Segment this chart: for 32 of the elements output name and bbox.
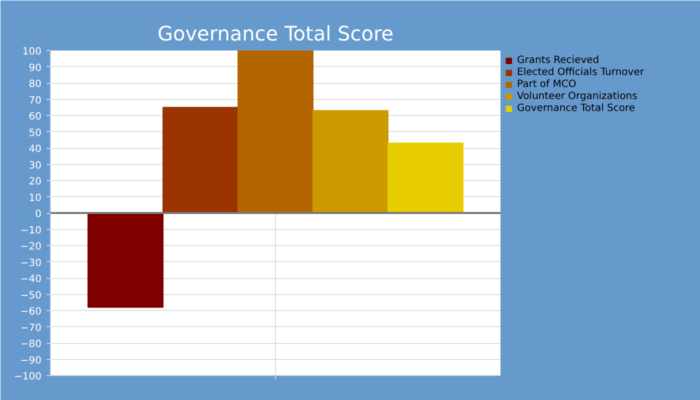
y-tick-label: 90 [28,62,42,74]
legend-label: Part of MCO [517,79,578,90]
y-tick-label: −100 [14,372,42,382]
y-tick-label: 60 [28,112,42,122]
y-tick-label: −20 [20,242,42,252]
y-tick-label: 0 [35,209,42,220]
y-tick-label: 80 [28,79,42,90]
y-tick-label: −10 [20,225,42,236]
legend-label: Grants Recieved [517,55,600,66]
chart-title: Governance Total Score [157,22,394,46]
bar [312,110,388,214]
y-tick-label: 20 [28,176,42,188]
y-tick-label: −80 [20,339,42,350]
legend-label: Volunteer Organizations [517,91,638,102]
y-tick-label: 40 [28,144,42,155]
bar [387,142,464,214]
y-tick-label: 10 [28,192,42,204]
y-tick-label: −50 [20,290,42,302]
legend-label: Elected Officials Turnover [517,67,645,78]
y-tick-label: −30 [20,258,42,269]
bar [88,212,164,308]
legend-label: Governance Total Score [517,103,636,114]
y-tick-label: −40 [20,274,42,285]
y-tick-label: 30 [28,160,42,172]
bar [162,106,238,214]
y-tick-label: 70 [28,95,42,106]
y-tick-label: −70 [20,322,42,334]
bar [238,50,314,214]
y-tick-label: −90 [20,355,42,366]
y-tick-label: −60 [20,306,42,318]
y-tick-label: 50 [28,128,42,139]
y-tick-label: 100 [22,46,42,58]
